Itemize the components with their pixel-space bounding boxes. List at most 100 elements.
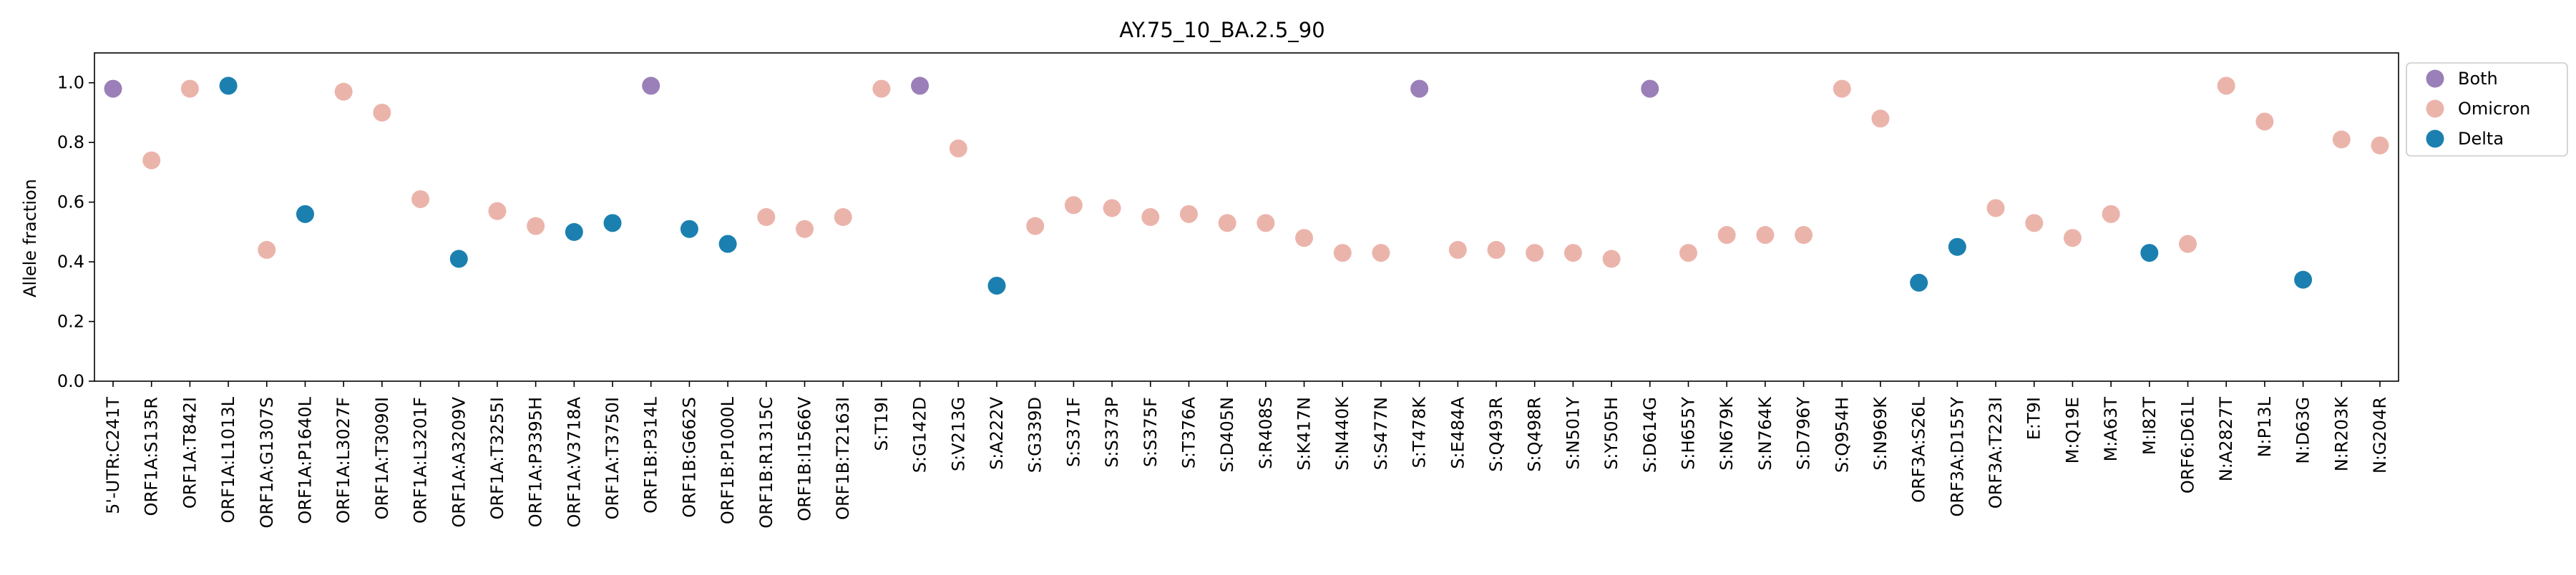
- y-tick-label: 1.0: [57, 73, 84, 93]
- x-tick-label: ORF1A:T842I: [180, 397, 200, 508]
- data-point: [2332, 130, 2351, 149]
- data-point: [1602, 250, 1621, 268]
- y-tick-label: 0.6: [57, 192, 84, 212]
- data-point: [411, 190, 430, 208]
- data-point: [2140, 244, 2159, 262]
- x-tick-label: S:S477N: [1371, 397, 1391, 470]
- data-point: [334, 82, 353, 101]
- data-point: [872, 79, 891, 98]
- x-tick-label: S:R408S: [1256, 397, 1276, 469]
- data-point: [1257, 214, 1275, 232]
- x-tick-label: S:N969K: [1870, 396, 1890, 471]
- x-tick-label: S:Q493R: [1486, 397, 1506, 472]
- x-tick-label: S:D614G: [1640, 397, 1660, 473]
- data-point: [1563, 244, 1582, 262]
- x-tick-label: ORF1A:L1013L: [218, 396, 238, 523]
- data-point: [2102, 205, 2120, 223]
- x-tick-label: ORF3A:S26L: [1909, 396, 1929, 502]
- chart-title: AY.75_10_BA.2.5_90: [1119, 18, 1324, 42]
- x-tick-label: S:T376A: [1179, 396, 1199, 468]
- x-tick-label: N:A2827T: [2216, 397, 2236, 482]
- x-tick-label: M:I82T: [2140, 397, 2160, 455]
- data-point: [911, 77, 930, 95]
- data-point: [2294, 270, 2313, 289]
- x-tick-label: S:Q954H: [1832, 397, 1852, 473]
- data-point: [449, 250, 468, 268]
- x-tick-label: S:D796Y: [1794, 397, 1814, 471]
- legend-marker: [2426, 69, 2444, 88]
- x-tick-label: S:N501Y: [1563, 397, 1583, 470]
- data-point: [527, 217, 545, 235]
- data-point: [1910, 273, 1928, 292]
- data-point: [1410, 79, 1429, 98]
- data-point: [680, 220, 698, 238]
- legend-marker: [2426, 129, 2444, 148]
- x-tick-label: S:D405N: [1217, 397, 1237, 473]
- x-tick-label: S:K417N: [1294, 397, 1314, 471]
- plot-frame: [94, 52, 2399, 382]
- x-tick-label: M:Q19E: [2062, 397, 2082, 463]
- data-point: [603, 214, 622, 232]
- x-tick-label: ORF3A:D155Y: [1947, 397, 1967, 517]
- data-point: [142, 151, 161, 169]
- data-point: [987, 276, 1006, 295]
- data-points: [104, 77, 2389, 295]
- data-point: [296, 205, 314, 223]
- data-point: [2371, 136, 2389, 154]
- data-point: [565, 222, 583, 241]
- x-tick-label: M:A63T: [2101, 397, 2121, 462]
- legend-label: Omicron: [2458, 99, 2530, 119]
- data-point: [1833, 79, 1851, 98]
- data-point: [1103, 199, 1121, 217]
- data-point: [1641, 79, 1659, 98]
- legend-box: [2406, 62, 2568, 157]
- x-tick-label: ORF1B:R1315C: [756, 397, 776, 529]
- x-tick-label: S:S375F: [1141, 397, 1161, 467]
- x-tick-label: S:G142D: [910, 397, 930, 473]
- x-tick-label: S:H655Y: [1678, 397, 1698, 470]
- x-tick-label: ORF1A:L3027F: [333, 397, 353, 524]
- x-tick-label: S:A222V: [987, 396, 1007, 470]
- data-point: [1179, 205, 1198, 223]
- y-tick-label: 0.2: [57, 312, 84, 332]
- x-tick-label: ORF1A:P1640L: [295, 396, 315, 524]
- data-point: [718, 235, 737, 253]
- x-tick-label: ORF1B:P1000L: [718, 396, 738, 524]
- x-tick-label: S:V213G: [948, 397, 968, 471]
- legend-label: Both: [2458, 69, 2498, 89]
- x-tick-label: ORF1A:P3395H: [526, 397, 546, 527]
- x-tick-label: ORF1B:T2163I: [833, 397, 853, 520]
- x-tick-label: ORF1A:G1307S: [257, 397, 277, 529]
- x-tick-label: S:N679K: [1717, 396, 1737, 471]
- x-tick-label: N:G204R: [2370, 397, 2390, 473]
- legend: Both Omicron Delta: [2406, 62, 2568, 157]
- x-tick-label: ORF6:D61L: [2178, 396, 2198, 493]
- x-tick-label: S:T19I: [872, 397, 892, 451]
- data-point: [1717, 226, 1736, 245]
- x-tick-label: ORF1A:S135R: [142, 397, 162, 516]
- y-axis: 0.0 0.2 0.4 0.6 0.8 1.0: [57, 73, 94, 391]
- data-point: [1026, 217, 1045, 235]
- data-point: [1871, 109, 1890, 128]
- x-tick-label: S:T478K: [1410, 396, 1430, 468]
- x-tick-label: N:R203K: [2331, 396, 2351, 472]
- data-point: [1141, 208, 1160, 226]
- data-point: [2179, 235, 2197, 253]
- data-point: [834, 208, 852, 226]
- y-axis-title: Allele fraction: [20, 179, 40, 298]
- data-point: [2063, 229, 2082, 247]
- data-point: [1526, 244, 1544, 262]
- x-tick-label: ORF1A:V3718A: [564, 396, 584, 527]
- data-point: [488, 202, 507, 220]
- data-point: [1295, 229, 1314, 247]
- x-tick-label: ORF3A:T223I: [1986, 397, 2006, 508]
- data-point: [796, 220, 814, 238]
- data-point: [1448, 240, 1467, 259]
- data-point: [373, 103, 391, 122]
- y-tick-label: 0.0: [57, 371, 84, 391]
- y-tick-label: 0.8: [57, 132, 84, 152]
- data-point: [1948, 237, 1966, 256]
- x-tick-label: ORF1A:L3201F: [411, 397, 431, 524]
- x-tick-label: ORF1B:G662S: [679, 397, 699, 518]
- data-point: [180, 79, 199, 98]
